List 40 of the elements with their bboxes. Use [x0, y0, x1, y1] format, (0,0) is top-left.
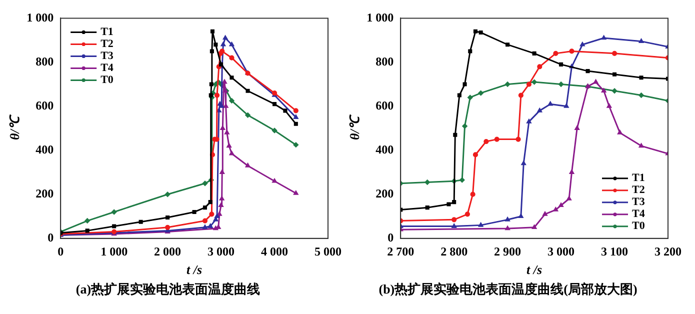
y-tick-label: 400 [376, 142, 394, 156]
legend-label: T0 [632, 220, 646, 232]
y-tick-label: 1 000 [26, 10, 54, 24]
y-tick-label: 0 [48, 230, 54, 244]
x-tick-label: 3 200 [654, 244, 682, 259]
legend-label: T0 [100, 74, 114, 86]
text: (a)热扩展实验电池表面温度曲线 [76, 282, 260, 297]
y-axis-title: θ/℃ [347, 114, 362, 140]
legend-label: T1 [100, 26, 114, 38]
y-tick-label: 1 000 [366, 10, 394, 24]
legend-label: T1 [632, 172, 645, 184]
y-tick-label: 600 [376, 98, 394, 112]
x-tick-label: 4 000 [261, 244, 288, 259]
x-tick-label: 2 000 [154, 244, 182, 259]
legend-label: T3 [632, 196, 646, 208]
x-tick-label: 3 000 [208, 244, 235, 259]
x-tick-label: 2 900 [494, 244, 522, 259]
y-tick-label: 200 [36, 186, 54, 200]
x-axis-title: t /s [186, 262, 202, 277]
x-axis-title: t /s [526, 262, 542, 277]
legend-label: T2 [632, 184, 646, 196]
y-axis-title: θ/℃ [7, 114, 22, 140]
y-tick-label: 800 [376, 54, 394, 68]
x-tick-label: 2 700 [387, 244, 414, 259]
x-tick-label: 3 000 [548, 244, 575, 259]
y-tick-label: 800 [36, 54, 54, 68]
y-tick-label: 200 [376, 186, 394, 200]
y-tick-label: 600 [36, 98, 54, 112]
x-tick-label: 2 800 [440, 244, 468, 259]
legend-label: T4 [632, 208, 646, 220]
x-tick-label: 1 000 [100, 244, 128, 259]
legend-label: T2 [100, 38, 114, 50]
y-tick-label: 0 [388, 230, 394, 244]
x-tick-label: 0 [58, 244, 64, 259]
y-tick-label: 400 [36, 142, 54, 156]
legend-label: T4 [100, 62, 114, 74]
x-tick-label: 3 100 [601, 244, 628, 259]
text: (b)热扩展实验电池表面温度曲线(局部放大图) [378, 282, 638, 297]
legend-label: T3 [100, 50, 114, 62]
x-tick-label: 5 000 [314, 244, 342, 259]
